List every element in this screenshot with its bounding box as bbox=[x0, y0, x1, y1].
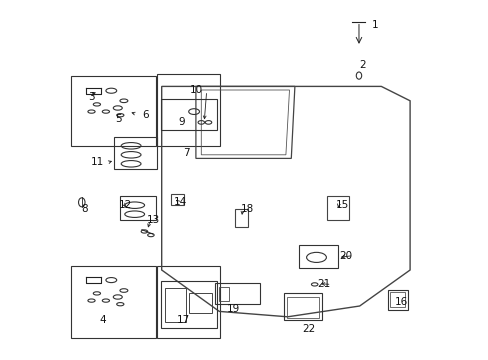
Text: 12: 12 bbox=[118, 200, 131, 210]
Bar bbox=[218, 287, 229, 301]
Bar bbox=[387, 290, 407, 310]
Text: 8: 8 bbox=[81, 204, 87, 214]
Text: 19: 19 bbox=[226, 304, 240, 314]
Text: 5: 5 bbox=[115, 114, 122, 124]
Bar bbox=[164, 288, 186, 322]
Text: 16: 16 bbox=[394, 297, 407, 307]
Bar bbox=[157, 266, 220, 338]
Bar bbox=[161, 99, 216, 130]
Text: 15: 15 bbox=[335, 200, 348, 210]
Text: 2: 2 bbox=[359, 60, 366, 70]
Text: 10: 10 bbox=[189, 85, 203, 95]
Text: 3: 3 bbox=[88, 92, 95, 102]
Text: 13: 13 bbox=[147, 215, 160, 225]
Text: 22: 22 bbox=[302, 324, 315, 334]
Bar bbox=[389, 292, 404, 307]
Bar bbox=[326, 196, 348, 220]
Bar bbox=[161, 281, 216, 328]
Text: 17: 17 bbox=[176, 315, 189, 325]
Text: 18: 18 bbox=[241, 204, 254, 214]
Text: 7: 7 bbox=[183, 148, 190, 158]
Bar bbox=[188, 293, 212, 313]
Text: 9: 9 bbox=[178, 117, 184, 127]
Text: 14: 14 bbox=[174, 197, 187, 207]
Text: 11: 11 bbox=[91, 157, 104, 167]
Bar bbox=[286, 297, 319, 318]
Text: 4: 4 bbox=[99, 315, 105, 325]
Bar bbox=[120, 196, 156, 220]
Text: 6: 6 bbox=[142, 110, 148, 120]
Bar bbox=[114, 137, 157, 169]
Bar bbox=[71, 76, 155, 146]
Text: 1: 1 bbox=[371, 20, 378, 30]
Bar bbox=[171, 194, 183, 205]
Bar bbox=[71, 266, 155, 338]
Bar bbox=[298, 245, 337, 268]
Text: 20: 20 bbox=[339, 251, 352, 261]
Bar bbox=[235, 209, 247, 227]
Bar bbox=[215, 283, 260, 304]
Text: 21: 21 bbox=[317, 279, 330, 289]
Bar bbox=[157, 74, 220, 146]
Bar bbox=[284, 293, 321, 320]
